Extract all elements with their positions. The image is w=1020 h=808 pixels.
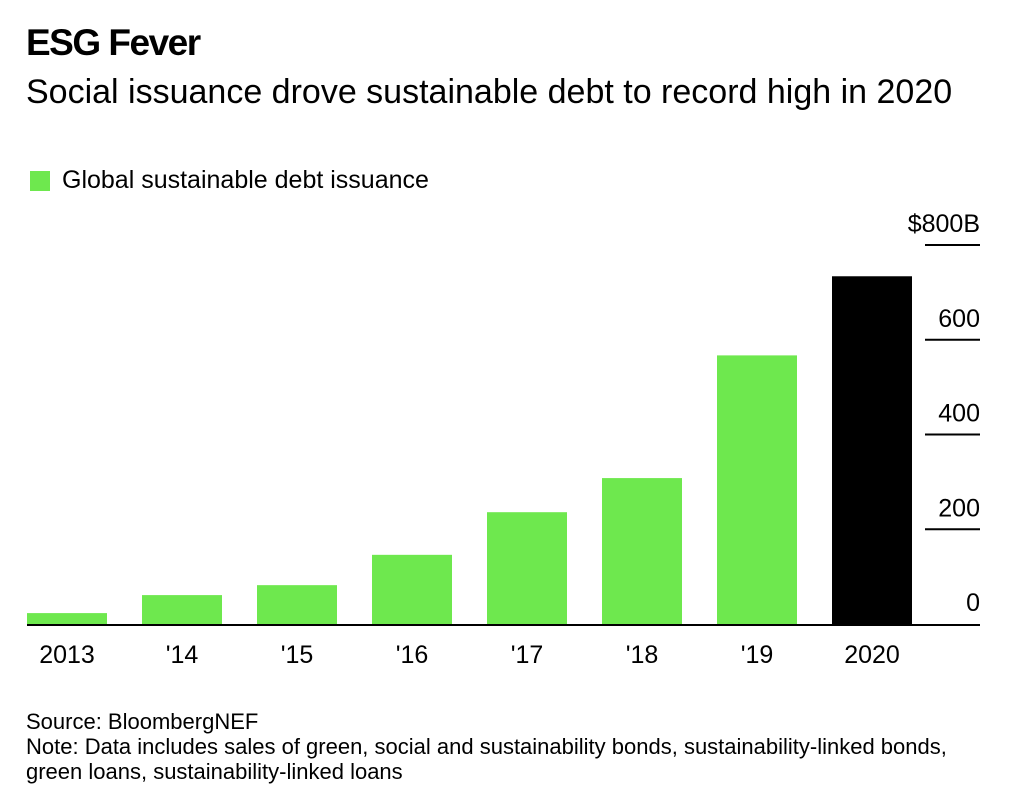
source-text: Source: BloombergNEF: [26, 709, 259, 734]
x-tick-label: '17: [511, 641, 544, 669]
y-tick-label: 400: [938, 400, 980, 428]
y-tick-label: $800B: [908, 210, 980, 238]
bar-17: [487, 512, 567, 624]
legend-label: Global sustainable debt issuance: [62, 166, 429, 194]
footer: Source: BloombergNEF Note: Data includes…: [26, 709, 1006, 784]
x-tick-label: '15: [281, 641, 314, 669]
bar-16: [372, 554, 452, 624]
x-tick-label: '19: [741, 641, 774, 669]
x-tick-label: 2013: [39, 641, 95, 669]
chart-title: Social issuance drove sustainable debt t…: [26, 73, 953, 111]
x-tick-label: '14: [166, 641, 199, 669]
legend: Global sustainable debt issuance: [30, 166, 429, 195]
bar-14: [142, 595, 222, 624]
bar-2013: [27, 613, 107, 624]
x-tick-label: '18: [626, 641, 659, 669]
brand-title: ESG Fever: [26, 22, 201, 63]
x-tick-label: '16: [396, 641, 429, 669]
y-tick-label: 600: [938, 305, 980, 333]
bar-19: [717, 355, 797, 624]
note-text: Note: Data includes sales of green, soci…: [26, 734, 947, 784]
bar-18: [602, 478, 682, 624]
y-tick-label: 0: [966, 589, 980, 617]
bar-15: [257, 585, 337, 624]
bar-2020: [832, 276, 912, 624]
x-tick-label: 2020: [844, 641, 900, 669]
bar-chart: 0 200 400 600 $800B 2013 '14 '15 '16 '17 '18 '19 202…: [27, 210, 980, 669]
y-tick-label: 200: [938, 494, 980, 522]
legend-swatch: [30, 170, 50, 191]
